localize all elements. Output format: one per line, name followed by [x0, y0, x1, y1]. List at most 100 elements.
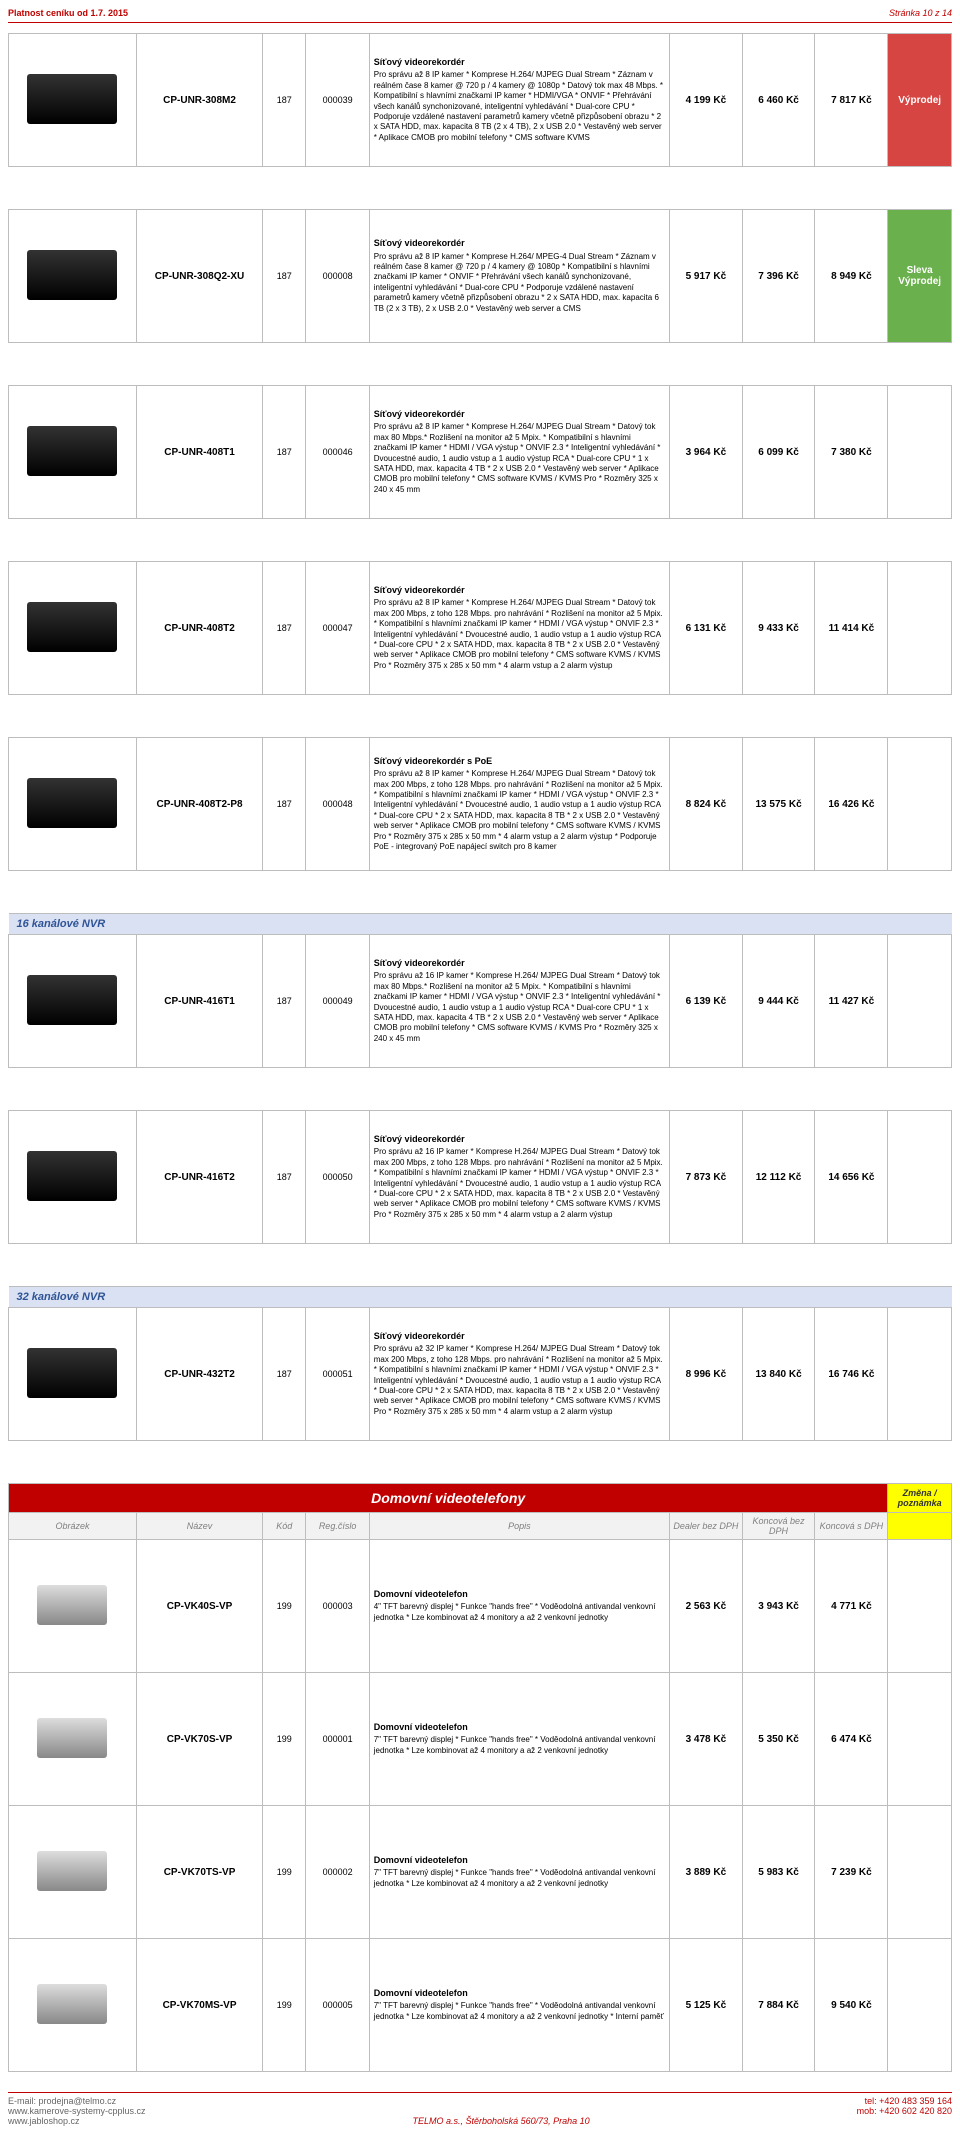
col-kod: Kód [263, 1513, 306, 1540]
price-dealer: 3 478 Kč [670, 1673, 743, 1806]
product-reg: 000046 [306, 386, 369, 519]
price-end-vat: 8 949 Kč [815, 210, 888, 343]
price-end-novat: 7 396 Kč [742, 210, 815, 343]
product-code: CP-VK70MS-VP [136, 1939, 262, 2072]
price-dealer: 2 563 Kč [670, 1540, 743, 1673]
footer-right: tel: +420 483 359 164 mob: +420 602 420 … [857, 2096, 952, 2126]
price-dealer: 4 199 Kč [670, 34, 743, 167]
product-reg: 000051 [306, 1308, 369, 1441]
spacer-row [9, 1068, 952, 1111]
product-code: CP-VK70TS-VP [136, 1806, 262, 1939]
price-dealer: 6 131 Kč [670, 562, 743, 695]
product-reg: 000047 [306, 562, 369, 695]
page-number: Stránka 10 z 14 [889, 8, 952, 18]
product-image-icon [37, 1585, 107, 1625]
product-image-cell [9, 562, 137, 695]
product-reg: 000039 [306, 34, 369, 167]
table-row: CP-VK70TS-VP 199 000002 Domovní videotel… [9, 1806, 952, 1939]
product-kod: 199 [263, 1540, 306, 1673]
product-desc: Domovní videotelefon7" TFT barevný displ… [369, 1673, 669, 1806]
spacer-row [9, 1244, 952, 1287]
sale-tag: SlevaVýprodej [888, 210, 952, 343]
price-end-novat: 6 460 Kč [742, 34, 815, 167]
product-kod: 187 [263, 386, 306, 519]
product-image-cell [9, 935, 137, 1068]
spacer-row [9, 1441, 952, 1484]
col-reg: Reg.číslo [306, 1513, 369, 1540]
product-image-cell [9, 1806, 137, 1939]
footer-center: TELMO a.s., Štěrboholská 560/73, Praha 1… [413, 2116, 590, 2126]
product-desc: Domovní videotelefon7" TFT barevný displ… [369, 1939, 669, 2072]
sale-tag [888, 738, 952, 871]
sale-tag [888, 935, 952, 1068]
col-zmena [888, 1513, 952, 1540]
spacer-row [9, 167, 952, 210]
table-row: CP-UNR-416T2 187 000050 Síťový videoreko… [9, 1111, 952, 1244]
product-image-icon [27, 250, 117, 300]
table-row: CP-VK70MS-VP 199 000005 Domovní videotel… [9, 1939, 952, 2072]
col-dealer: Dealer bez DPH [670, 1513, 743, 1540]
sale-tag [888, 1308, 952, 1441]
table-row: CP-VK70S-VP 199 000001 Domovní videotele… [9, 1673, 952, 1806]
sale-tag [888, 1540, 952, 1673]
table-row: CP-UNR-408T1 187 000046 Síťový videoreko… [9, 386, 952, 519]
product-kod: 187 [263, 1111, 306, 1244]
price-dealer: 5 917 Kč [670, 210, 743, 343]
product-desc: Síťový videorekordérPro správu až 32 IP … [369, 1308, 669, 1441]
product-code: CP-UNR-416T1 [136, 935, 262, 1068]
price-end-novat: 6 099 Kč [742, 386, 815, 519]
price-end-vat: 4 771 Kč [815, 1540, 888, 1673]
footer-web1: www.kamerove-systemy-cpplus.cz [8, 2106, 146, 2116]
product-image-cell [9, 1308, 137, 1441]
product-kod: 187 [263, 562, 306, 695]
product-desc: Síťový videorekordérPro správu až 16 IP … [369, 935, 669, 1068]
price-end-novat: 5 983 Kč [742, 1806, 815, 1939]
price-end-vat: 14 656 Kč [815, 1111, 888, 1244]
product-kod: 199 [263, 1673, 306, 1806]
price-dealer: 3 889 Kč [670, 1806, 743, 1939]
footer-web2: www.jabloshop.cz [8, 2116, 146, 2126]
product-image-cell [9, 34, 137, 167]
price-end-vat: 16 746 Kč [815, 1308, 888, 1441]
product-kod: 187 [263, 34, 306, 167]
price-end-vat: 11 414 Kč [815, 562, 888, 695]
product-image-cell [9, 1540, 137, 1673]
product-image-icon [27, 74, 117, 124]
product-code: CP-UNR-308M2 [136, 34, 262, 167]
product-desc: Síťový videorekordérPro správu až 8 IP k… [369, 34, 669, 167]
product-code: CP-UNR-432T2 [136, 1308, 262, 1441]
product-desc: Síťový videorekordérPro správu až 8 IP k… [369, 386, 669, 519]
price-end-novat: 13 840 Kč [742, 1308, 815, 1441]
table-row: CP-UNR-408T2-P8 187 000048 Síťový videor… [9, 738, 952, 871]
section-header: 32 kanálové NVR [9, 1287, 952, 1308]
product-code: CP-UNR-408T2-P8 [136, 738, 262, 871]
table-row: CP-UNR-308M2 187 000039 Síťový videoreko… [9, 34, 952, 167]
col-konc-s: Koncová s DPH [815, 1513, 888, 1540]
product-kod: 199 [263, 1939, 306, 2072]
price-dealer: 3 964 Kč [670, 386, 743, 519]
product-code: CP-UNR-408T1 [136, 386, 262, 519]
spacer-row [9, 519, 952, 562]
table-row: CP-UNR-432T2 187 000051 Síťový videoreko… [9, 1308, 952, 1441]
product-image-icon [37, 1718, 107, 1758]
product-image-cell [9, 738, 137, 871]
product-kod: 199 [263, 1806, 306, 1939]
product-reg: 000005 [306, 1939, 369, 2072]
price-end-novat: 7 884 Kč [742, 1939, 815, 2072]
product-image-icon [27, 975, 117, 1025]
product-image-icon [27, 1348, 117, 1398]
price-end-vat: 9 540 Kč [815, 1939, 888, 2072]
sale-tag [888, 1939, 952, 2072]
product-kod: 187 [263, 1308, 306, 1441]
footer-mob: mob: +420 602 420 820 [857, 2106, 952, 2116]
product-kod: 187 [263, 935, 306, 1068]
product-image-cell [9, 210, 137, 343]
spacer-row [9, 871, 952, 914]
product-image-cell [9, 1939, 137, 2072]
domo-section-header: Domovní videotelefonyZměna / poznámka [9, 1484, 952, 1513]
price-dealer: 5 125 Kč [670, 1939, 743, 2072]
footer-tel: tel: +420 483 359 164 [857, 2096, 952, 2106]
product-code: CP-UNR-308Q2-XU [136, 210, 262, 343]
product-code: CP-UNR-408T2 [136, 562, 262, 695]
product-image-cell [9, 1111, 137, 1244]
